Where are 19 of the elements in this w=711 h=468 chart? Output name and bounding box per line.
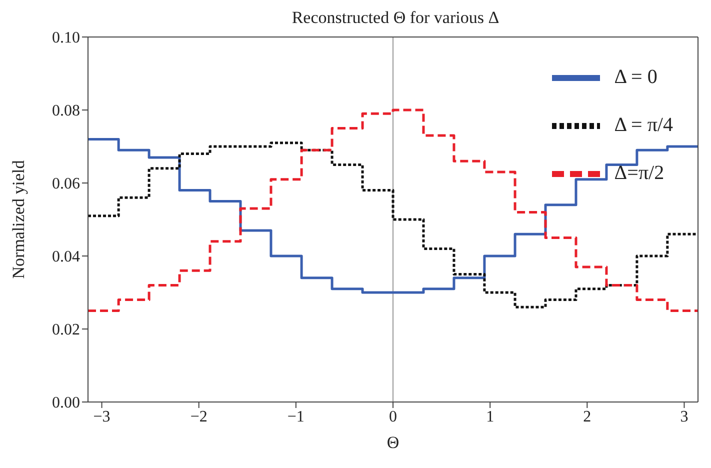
y-tick-label: 0.10: [52, 30, 80, 47]
y-tick-label: 0.06: [52, 176, 80, 193]
legend-label: Δ=π/2: [614, 162, 664, 184]
x-tick-label: 0: [389, 408, 397, 426]
x-tick-label: −3: [93, 408, 110, 426]
y-tick-label: 0.02: [52, 322, 80, 339]
y-tick-label: 0.08: [52, 102, 80, 120]
y-axis-title: Normalized yield: [9, 160, 28, 279]
x-tick-label: −1: [287, 408, 304, 426]
y-tick-label: 0.00: [52, 394, 80, 412]
y-tick-label: 0.04: [52, 248, 80, 266]
chart-title: Reconstructed Θ for various Δ: [290, 8, 500, 29]
x-tick-label: 3: [680, 408, 688, 426]
x-tick-label: 1: [486, 408, 494, 426]
x-tick-label: −2: [190, 408, 208, 426]
x-axis-title: Θ: [386, 433, 400, 452]
x-tick-label: 2: [583, 408, 592, 426]
legend-label: Δ = π/4: [614, 114, 673, 136]
legend-label: Δ = 0: [614, 66, 658, 88]
